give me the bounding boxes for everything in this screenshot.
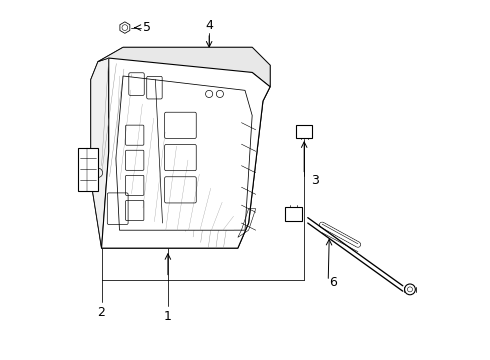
- FancyBboxPatch shape: [285, 207, 302, 221]
- Polygon shape: [116, 76, 252, 230]
- Polygon shape: [91, 58, 109, 248]
- FancyBboxPatch shape: [296, 126, 312, 138]
- Polygon shape: [78, 148, 98, 191]
- Polygon shape: [101, 58, 270, 248]
- Polygon shape: [120, 22, 130, 33]
- Text: 1: 1: [164, 310, 172, 323]
- Polygon shape: [98, 47, 270, 87]
- Text: 3: 3: [311, 174, 319, 186]
- Text: 5: 5: [143, 21, 151, 34]
- Text: 4: 4: [205, 19, 213, 32]
- Text: 6: 6: [329, 276, 337, 289]
- Polygon shape: [91, 47, 270, 248]
- Text: 2: 2: [98, 306, 105, 319]
- Circle shape: [405, 284, 416, 295]
